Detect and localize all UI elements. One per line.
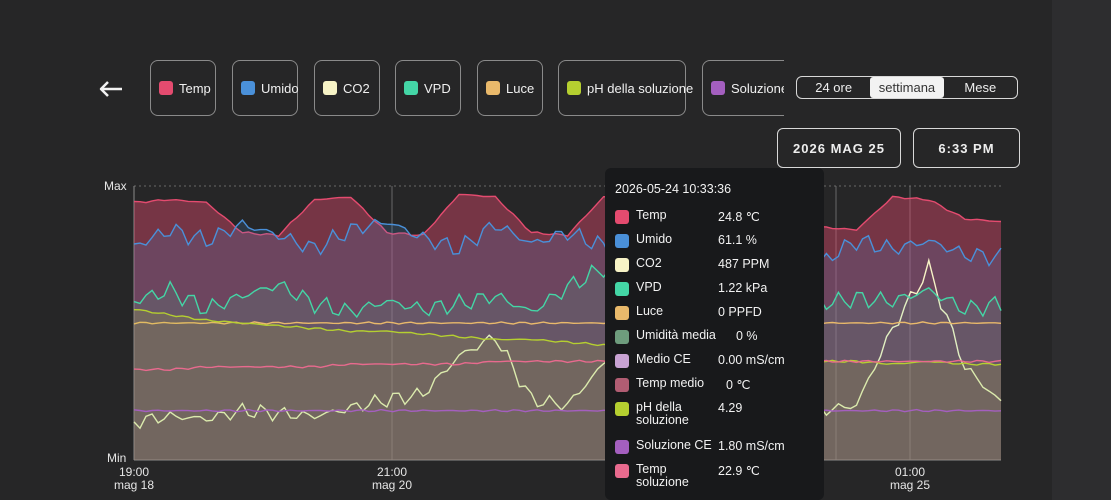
tooltip-timestamp: 2026-05-24 10:33:36 <box>615 182 732 196</box>
tooltip-series-name: Medio CE <box>636 352 691 366</box>
date-picker-button[interactable]: 2026 MAG 25 <box>777 128 901 168</box>
tooltip-row-temp: Temp 24.8 ℃ <box>615 206 815 230</box>
tooltip-row-luce: Luce 0 PPFD <box>615 302 815 326</box>
tooltip-row-co2: CO2 487 PPM <box>615 254 815 278</box>
tooltip-row-medio-ce: Medio CE 0.00 mS/cm <box>615 350 815 374</box>
x-tick-time: 21:00 <box>377 465 407 479</box>
soluzione-ce-swatch <box>711 81 725 95</box>
temp-swatch <box>615 210 629 224</box>
right-side-panel <box>1052 0 1111 500</box>
tooltip-series-value: 1.80 mS/cm <box>718 439 785 453</box>
tooltip-row-temp-soluzione: Temp soluzione 22.9 ℃ <box>615 460 815 496</box>
tooltip-row-temp-medio: Temp medio 0 ℃ <box>615 374 815 398</box>
x-tick-date: mag 25 <box>890 478 930 492</box>
tooltip-series-name: pH della soluzione <box>636 400 689 427</box>
ph-swatch <box>615 402 629 416</box>
x-tick-time: 01:00 <box>895 465 925 479</box>
medio-ce-swatch <box>615 354 629 368</box>
x-tick-time: 19:00 <box>119 465 149 479</box>
tooltip-series-value: 24.8 ℃ <box>718 210 760 224</box>
luce-swatch <box>615 306 629 320</box>
tooltip-series-value: 0 PPFD <box>718 305 762 319</box>
chip-label: pH della soluzione <box>587 80 694 96</box>
time-picker-button[interactable]: 6:33 PM <box>913 128 1020 168</box>
chip-soluzione-ce[interactable]: Soluzione CE <box>702 60 784 116</box>
series-line-temp-soluzione <box>133 359 1002 372</box>
tooltip-row-soluzione-ce: Soluzione CE 1.80 mS/cm <box>615 436 815 460</box>
temp-soluzione-swatch <box>615 464 629 478</box>
series-line-temp <box>133 193 1002 238</box>
x-tick-date: mag 20 <box>372 478 412 492</box>
chip-label: Temp <box>179 80 211 96</box>
y-axis-max-label: Max <box>104 179 127 193</box>
tooltip-series-value: 4.29 <box>718 401 743 415</box>
chip-label: CO2 <box>343 80 370 96</box>
tooltip-row-umido: Umido 61.1 % <box>615 230 815 254</box>
series-line-ph-della-soluzione <box>133 309 1002 366</box>
tooltip-series-name: Temp medio <box>636 376 705 390</box>
co2-swatch <box>615 258 629 272</box>
chart-series <box>133 193 1002 460</box>
chip-co2[interactable]: CO2 <box>314 60 380 116</box>
range-option-week[interactable]: settimana <box>870 77 944 98</box>
luce-swatch <box>486 81 500 95</box>
chip-label: Luce <box>506 80 535 96</box>
tooltip-series-value: 0 % <box>736 329 758 343</box>
chip-ph[interactable]: pH della soluzione <box>558 60 693 116</box>
series-line-soluzione-ce <box>133 408 1002 413</box>
chip-luce[interactable]: Luce <box>477 60 543 116</box>
temp-medio-swatch <box>615 378 629 392</box>
ph-swatch <box>567 81 581 95</box>
chip-label: Umido <box>261 80 299 96</box>
series-line-vpd <box>133 264 1002 319</box>
tooltip-series-name: Umidità media <box>636 328 716 342</box>
chip-label: Soluzione CE <box>731 80 784 96</box>
arrow-left-icon[interactable] <box>96 74 126 104</box>
tooltip-series-value: 487 PPM <box>718 257 770 271</box>
tooltip-series-value: 1.22 kPa <box>718 281 768 295</box>
tooltip-series-name: Temp soluzione <box>636 462 689 489</box>
tooltip-series-name: VPD <box>636 280 662 294</box>
tooltip-series-name: Luce <box>636 304 664 318</box>
umido-swatch <box>615 234 629 248</box>
series-line-umido <box>133 218 1002 268</box>
chip-umido[interactable]: Umido <box>232 60 299 116</box>
vpd-swatch <box>615 282 629 296</box>
co2-swatch <box>323 81 337 95</box>
soluzione-ce-swatch <box>615 440 629 454</box>
chip-vpd[interactable]: VPD <box>395 60 461 116</box>
tooltip-series-name: Umido <box>636 232 673 246</box>
tooltip-series-value: 0 ℃ <box>726 378 751 392</box>
chart-tooltip: 2026-05-24 10:33:36 Temp 24.8 ℃ Umido 61… <box>605 168 824 500</box>
series-chip-bar: Temp Umido CO2 VPD Luce pH della soluzio… <box>150 60 784 120</box>
range-selector: 24 ore settimana Mese <box>796 76 1018 99</box>
tooltip-series-name: Temp <box>636 208 667 222</box>
range-option-month[interactable]: Mese <box>964 80 997 95</box>
temp-swatch <box>159 81 173 95</box>
tooltip-row-vpd: VPD 1.22 kPa <box>615 278 815 302</box>
chip-label: VPD <box>424 80 451 96</box>
tooltip-series-value: 22.9 ℃ <box>718 464 760 478</box>
x-tick-date: mag 18 <box>114 478 154 492</box>
umido-swatch <box>241 81 255 95</box>
y-axis-min-label: Min <box>107 451 126 465</box>
chip-temp[interactable]: Temp <box>150 60 216 116</box>
vpd-swatch <box>404 81 418 95</box>
series-line-luce <box>133 321 1002 325</box>
range-option-24h[interactable]: 24 ore <box>815 80 853 95</box>
tooltip-row-ph: pH della soluzione 4.29 <box>615 398 815 434</box>
tooltip-series-value: 61.1 % <box>718 233 757 247</box>
tooltip-series-value: 0.00 mS/cm <box>718 353 785 367</box>
tooltip-series-name: CO2 <box>636 256 662 270</box>
tooltip-row-umidita-media: Umidità media 0 % <box>615 326 815 350</box>
tooltip-series-name: Soluzione CE <box>636 438 712 452</box>
umidita-media-swatch <box>615 330 629 344</box>
